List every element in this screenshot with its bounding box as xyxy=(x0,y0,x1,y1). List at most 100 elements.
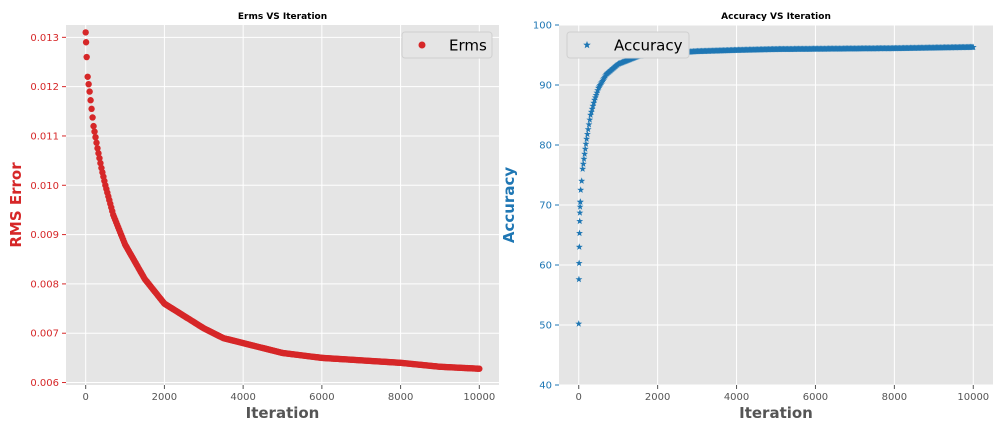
data-point xyxy=(90,122,97,130)
data-point xyxy=(587,111,594,118)
data-point xyxy=(594,86,602,94)
data-point xyxy=(593,89,601,96)
accuracy-chart-title: Accuracy VS Iteration xyxy=(721,12,831,22)
data-point xyxy=(969,43,977,51)
data-point xyxy=(576,209,584,216)
y-tick-label: 90 xyxy=(539,81,552,92)
data-point xyxy=(86,88,93,95)
y-tick-label: 40 xyxy=(539,381,552,392)
x-tick-label: 4000 xyxy=(230,392,255,403)
data-point xyxy=(592,91,600,99)
data-point xyxy=(91,128,98,135)
data-point xyxy=(577,186,585,193)
data-point xyxy=(581,150,589,157)
accuracy-x-axis-label: Iteration xyxy=(739,404,813,422)
accuracy-chart: 40 50 60 70 80 90 100 0 2000 4000 6000 8000 10000 A… xyxy=(500,12,993,422)
data-point xyxy=(590,99,598,106)
data-point xyxy=(585,121,593,128)
x-tick-label: 0 xyxy=(576,392,582,403)
data-point xyxy=(575,275,583,283)
data-point xyxy=(87,97,94,104)
accuracy-legend-box xyxy=(566,31,690,59)
data-point xyxy=(89,114,96,121)
data-point xyxy=(94,145,101,152)
accuracy-y-ticks: 40 50 60 70 80 90 100 xyxy=(533,21,559,392)
y-tick-label: 0.012 xyxy=(30,82,59,93)
accuracy-grid xyxy=(559,24,993,386)
data-point xyxy=(580,155,588,162)
erms-legend: Erms xyxy=(401,31,493,59)
accuracy-x-ticks: 0 2000 4000 6000 8000 10000 xyxy=(576,385,989,403)
data-point xyxy=(575,259,583,267)
data-point xyxy=(96,154,103,162)
x-tick-label: 4000 xyxy=(724,392,749,403)
erms-legend-label: Erms xyxy=(449,37,487,55)
erms-y-axis-label: RMS Error xyxy=(7,162,25,248)
y-tick-label: 80 xyxy=(539,141,552,152)
data-point xyxy=(575,243,583,250)
data-point xyxy=(575,320,583,327)
data-point xyxy=(583,130,591,138)
data-point xyxy=(93,139,100,146)
data-point xyxy=(576,217,584,225)
accuracy-legend-label: Accuracy xyxy=(614,37,683,55)
x-tick-label: 6000 xyxy=(309,392,334,403)
data-point xyxy=(582,140,590,147)
data-point xyxy=(576,198,584,205)
data-point xyxy=(85,80,92,88)
x-tick-label: 0 xyxy=(82,392,88,403)
data-point xyxy=(92,133,99,141)
y-tick-label: 0.011 xyxy=(30,131,59,142)
data-point xyxy=(584,125,592,133)
x-tick-label: 6000 xyxy=(803,392,828,403)
x-tick-label: 10000 xyxy=(957,392,989,403)
data-point xyxy=(83,53,90,61)
data-point xyxy=(579,165,587,172)
y-tick-label: 50 xyxy=(539,321,552,332)
accuracy-legend-marker xyxy=(583,41,591,49)
data-point xyxy=(586,116,594,123)
data-point xyxy=(576,203,584,210)
y-tick-label: 0.006 xyxy=(30,378,59,389)
x-tick-label: 8000 xyxy=(388,392,413,403)
erms-points xyxy=(82,29,483,372)
erms-chart-title: Erms VS Iteration xyxy=(238,12,327,22)
data-point xyxy=(579,160,587,167)
erms-legend-box xyxy=(401,31,493,59)
accuracy-legend: Accuracy xyxy=(566,31,690,59)
y-tick-label: 0.010 xyxy=(30,181,59,192)
data-point xyxy=(84,73,91,80)
data-point xyxy=(591,94,599,101)
data-point xyxy=(97,159,104,167)
data-point xyxy=(476,365,483,372)
y-tick-label: 100 xyxy=(533,21,552,32)
accuracy-y-axis-label: Accuracy xyxy=(500,167,518,243)
x-tick-label: 2000 xyxy=(645,392,670,403)
erms-legend-marker xyxy=(418,41,426,49)
y-tick-label: 0.009 xyxy=(30,230,59,241)
data-point xyxy=(576,229,583,237)
erms-plot-area xyxy=(66,25,499,385)
data-point xyxy=(583,135,591,142)
data-point xyxy=(82,29,89,36)
y-tick-label: 0.007 xyxy=(30,329,59,340)
x-tick-label: 2000 xyxy=(152,392,177,403)
data-point xyxy=(589,102,597,109)
y-tick-label: 60 xyxy=(539,261,552,272)
data-point xyxy=(581,145,589,152)
x-tick-label: 8000 xyxy=(882,392,907,403)
data-point xyxy=(88,105,95,113)
data-point xyxy=(587,108,595,115)
data-point xyxy=(588,105,596,112)
erms-x-ticks: 0 2000 4000 6000 8000 10000 xyxy=(82,385,495,403)
legend-star-icon xyxy=(583,41,591,49)
legend-circle-icon xyxy=(418,41,426,49)
erms-chart: 0.006 0.007 0.008 0.009 0.010 0.011 0.012 0.013… xyxy=(7,12,499,422)
y-tick-label: 0.013 xyxy=(30,33,59,44)
data-point xyxy=(95,150,102,157)
data-point xyxy=(591,96,598,103)
data-point xyxy=(578,177,586,184)
accuracy-points xyxy=(575,43,977,327)
erms-x-axis-label: Iteration xyxy=(246,404,320,422)
